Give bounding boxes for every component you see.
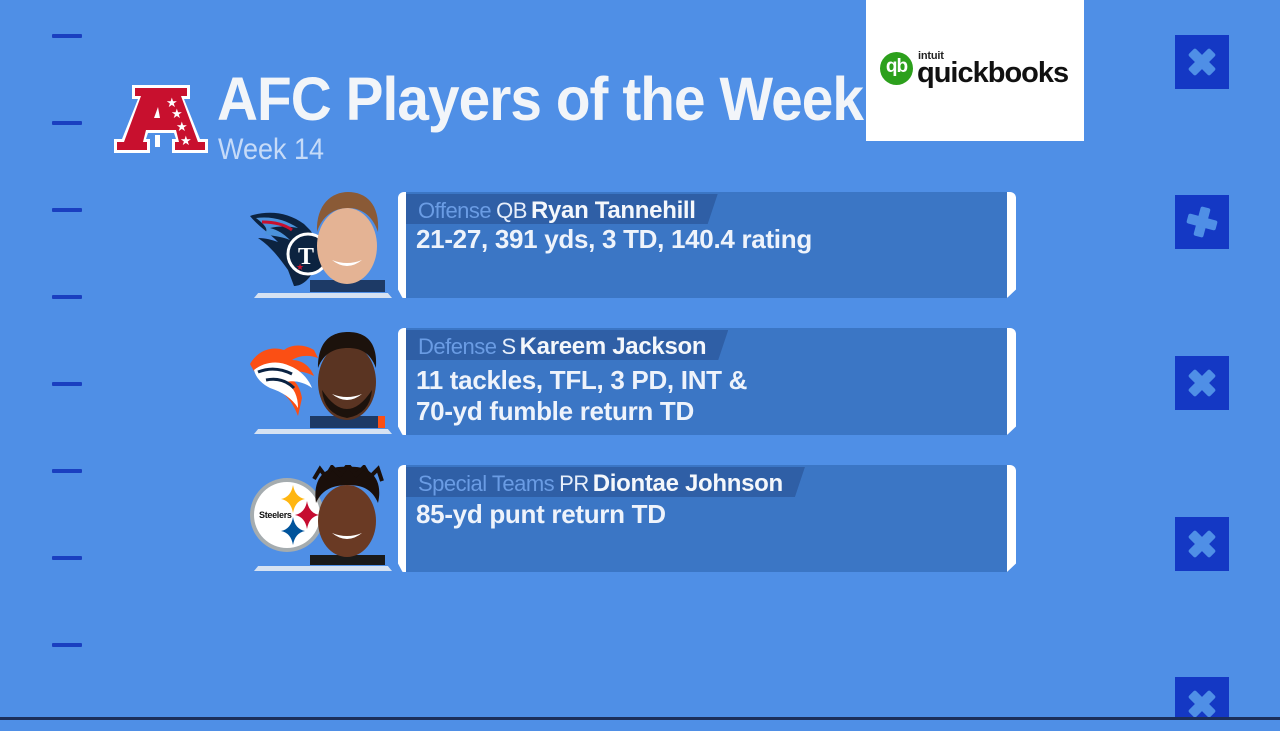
player-headshot (310, 328, 385, 428)
stat-line: 21-27, 391 yds, 3 TD, 140.4 rating (416, 224, 812, 254)
player-card: Special Teams PR Diontae Johnson 85-yd pun… (398, 465, 1016, 572)
card-edge (398, 328, 407, 435)
player-label: Special Teams PR Diontae Johnson (406, 467, 805, 497)
week-label: Week 14 (218, 133, 325, 166)
sponsor-logo: qb intuit quickbooks (866, 0, 1084, 141)
yard-dash (52, 469, 82, 473)
yard-dash (52, 121, 82, 125)
x-marker-icon (1175, 356, 1229, 410)
svg-text:★: ★ (180, 134, 192, 149)
card-edge (1007, 328, 1016, 435)
afc-shield-logo: ★ ★ ★ ★ (114, 85, 208, 153)
player-position: S (501, 334, 516, 359)
titans-logo: T ★ (248, 200, 330, 290)
yard-dash (52, 208, 82, 212)
stat-line: 85-yd punt return TD (416, 499, 666, 529)
player-card: Offense QB Ryan Tannehill 21-27, 391 yds, … (398, 192, 1016, 298)
x-marker-icon (1175, 517, 1229, 571)
svg-text:★: ★ (171, 107, 183, 122)
card-edge (1007, 192, 1016, 298)
svg-text:★: ★ (166, 96, 178, 111)
broncos-logo (248, 336, 328, 426)
x-marker-icon (1175, 195, 1229, 249)
player-row: Steelers Special Teams PR Diontae Johnson … (0, 465, 1280, 575)
yard-dash (52, 556, 82, 560)
player-label: Offense QB Ryan Tannehill (406, 194, 718, 224)
steelers-wordmark: Steelers (259, 510, 292, 520)
card-edge (1007, 465, 1016, 572)
player-headshot (310, 192, 385, 292)
x-marker-icon (1175, 35, 1229, 89)
headshot-tray (254, 566, 392, 571)
card-edge (398, 465, 407, 572)
player-card: Defense S Kareem Jackson 11 tackles, TFL, … (398, 328, 1016, 435)
player-name: Diontae Johnson (592, 470, 783, 497)
page-title: AFC Players of the Week (217, 65, 864, 133)
sponsor-name: quickbooks (917, 57, 1069, 89)
player-label: Defense S Kareem Jackson (406, 330, 728, 360)
yard-dash (52, 643, 82, 647)
player-position: QB (496, 198, 527, 223)
player-position: PR (559, 471, 589, 496)
headshot-tray (254, 293, 392, 298)
steelers-logo: Steelers (249, 473, 329, 563)
yard-dash (52, 382, 82, 386)
headshot-tray (254, 429, 392, 434)
card-edge (398, 192, 407, 298)
player-name: Kareem Jackson (519, 333, 707, 360)
stat-line: 11 tackles, TFL, 3 PD, INT & (416, 365, 748, 395)
quickbooks-mark-icon: qb (880, 52, 913, 85)
svg-text:T: T (298, 244, 314, 270)
player-headshot (310, 465, 385, 565)
yard-dash (52, 34, 82, 38)
award-category: Offense (418, 198, 492, 223)
bottom-edge (0, 717, 1280, 720)
x-marker-icon (1175, 677, 1229, 720)
stat-line: 70-yd fumble return TD (416, 396, 694, 426)
player-row: T ★ Offense QB Ryan Tannehill 21-27, 391 y… (0, 192, 1280, 302)
player-row: Defense S Kareem Jackson 11 tackles, TFL, … (0, 328, 1280, 438)
svg-text:★: ★ (176, 120, 188, 135)
svg-text:★: ★ (296, 263, 304, 273)
award-category: Defense (418, 334, 497, 359)
sponsor-prefix: intuit (918, 50, 944, 62)
player-name: Ryan Tannehill (530, 197, 696, 224)
yard-dash (52, 295, 82, 299)
award-category: Special Teams (418, 471, 555, 496)
